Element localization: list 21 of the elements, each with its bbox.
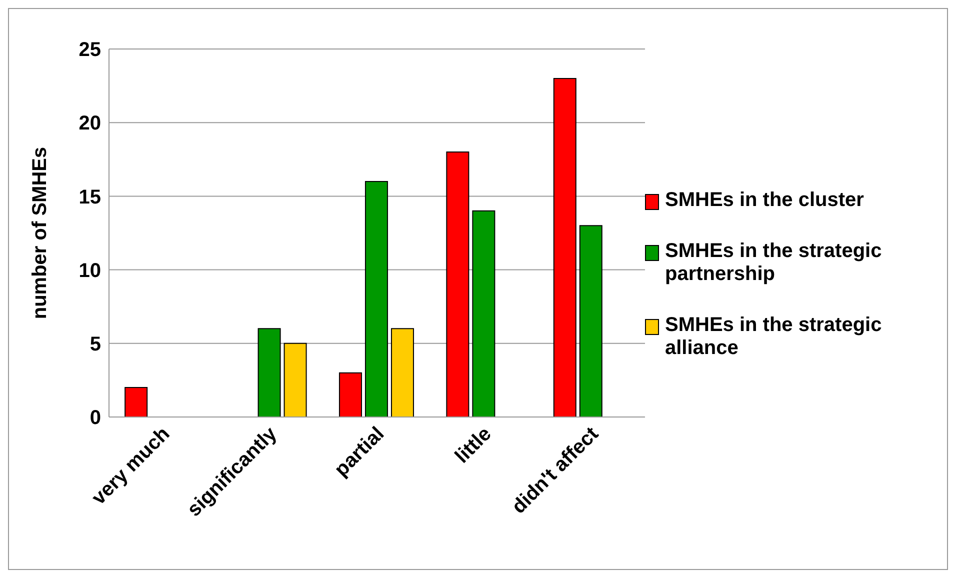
y-tick-label: 15	[78, 186, 101, 208]
y-axis-title: number of SMHEs	[29, 146, 52, 320]
legend-label: SMHEs in the cluster	[665, 188, 864, 212]
bar	[284, 342, 307, 417]
x-tick-label: little	[451, 422, 496, 468]
y-tick-label: 20	[78, 112, 101, 135]
y-tick-label: 5	[90, 334, 101, 356]
bar	[124, 387, 148, 417]
legend-label: SMHEs in the strategic alliance	[665, 314, 883, 360]
bar	[390, 328, 414, 417]
y-tick-label: 25	[78, 39, 101, 62]
bar	[446, 152, 470, 417]
y-tick-label: 0	[90, 407, 101, 430]
bar	[472, 210, 496, 417]
bar	[553, 78, 576, 417]
bar	[579, 225, 602, 417]
legend-label: SMHEs in the strategic partnership	[665, 240, 883, 286]
bar	[364, 180, 388, 417]
bar	[258, 328, 281, 417]
bar	[338, 372, 362, 417]
y-tick-label: 10	[78, 260, 101, 282]
